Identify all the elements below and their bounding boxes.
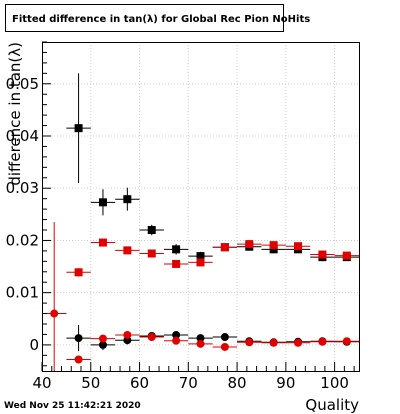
data-series [42, 73, 359, 371]
data-point [98, 340, 107, 349]
data-point [220, 243, 229, 252]
data-point [196, 334, 205, 343]
x-tick-label: 50 [81, 374, 100, 392]
x-tick-label: 60 [130, 374, 149, 392]
y-tick-label: 0.03 [6, 179, 39, 197]
axes: 40 50 60 70 80 90 100 0 0.01 0.02 0.03 0.04 0.05 [6, 41, 355, 392]
chart-title: Fitted difference in tan(λ) for Global R… [12, 14, 310, 25]
x-tick-label: 40 [32, 374, 51, 392]
data-point [220, 333, 229, 342]
data-point [269, 241, 278, 250]
series-1 [66, 238, 359, 277]
series-0 [66, 73, 359, 262]
y-tick-label: 0.05 [6, 75, 39, 93]
data-point [98, 198, 107, 207]
x-tick-label: 90 [276, 374, 295, 392]
data-point [220, 342, 229, 351]
data-point [245, 240, 254, 249]
data-point [294, 338, 303, 347]
y-tick-label: 0.01 [6, 284, 39, 302]
data-point [74, 334, 83, 343]
data-point [123, 246, 132, 255]
data-point [147, 249, 156, 258]
data-point [318, 337, 327, 346]
data-point [147, 226, 156, 234]
grid-lines [42, 42, 359, 371]
data-point [196, 252, 205, 261]
y-axis-title: difference in tan(λ) [6, 42, 24, 186]
data-point [74, 124, 83, 133]
data-point [196, 258, 205, 267]
data-point [172, 336, 181, 345]
data-point [74, 355, 83, 364]
x-tick-label: 100 [320, 374, 349, 392]
x-axis-title: Quality [305, 396, 359, 414]
data-point [318, 250, 327, 259]
data-point [123, 330, 132, 339]
data-point [245, 338, 254, 347]
y-tick-label: 0.02 [6, 231, 39, 249]
y-tick-label: 0 [29, 336, 39, 354]
series-3 [42, 222, 359, 371]
data-point [294, 242, 303, 251]
data-point [123, 195, 132, 204]
data-point [342, 337, 351, 346]
data-point [172, 259, 181, 268]
x-tick-label: 70 [179, 374, 198, 392]
data-point [342, 251, 351, 260]
plot-frame [42, 42, 360, 372]
data-point [269, 245, 278, 254]
data-point [172, 245, 181, 254]
data-point [50, 309, 59, 318]
data-point [74, 268, 83, 277]
data-point [196, 339, 205, 348]
y-tick-label: 0.04 [6, 127, 39, 145]
data-point [269, 338, 278, 347]
footer-timestamp: Wed Nov 25 11:42:21 2020 [4, 401, 141, 411]
data-point [98, 238, 107, 247]
title-box: Fitted difference in tan(λ) for Global R… [5, 4, 310, 32]
data-point [98, 334, 107, 343]
data-point [172, 330, 181, 339]
x-tick-label: 80 [228, 374, 247, 392]
data-point [147, 333, 156, 342]
